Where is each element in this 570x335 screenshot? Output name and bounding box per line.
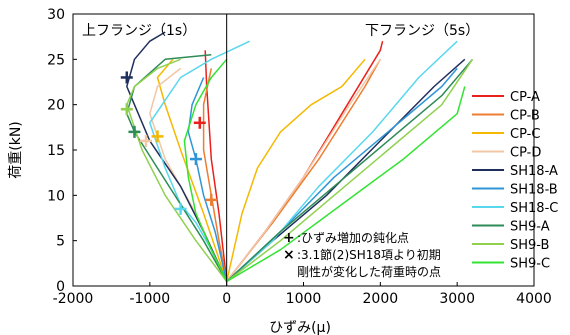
legend-item-sh18-c: SH18-C [472,201,558,216]
legend-item-sh9-a: SH9-A [472,220,550,235]
legend-label: SH9-B [510,238,549,253]
y-axis-label: 荷重(kN) [8,121,24,179]
y-tick-label: 25 [47,52,65,68]
x-tick-label: 3000 [439,291,475,307]
axes [72,13,535,287]
legend-item-cp-c: CP-C [472,127,540,142]
y-tick-label: 10 [47,188,65,204]
x-axis-label: ひずみ(μ) [269,320,331,335]
x-tick-label: 2000 [363,291,399,307]
y-tick-label: 30 [47,7,65,23]
legend-label: CP-C [510,127,540,142]
series-lines [126,31,474,283]
annotation-text: 剛性が変化した荷重時の点 [297,264,441,279]
annotation-text: :3.1節(2)SH18項より初期 [297,247,441,262]
annotation-marker: × [283,247,295,263]
y-tick-label: 0 [56,279,65,295]
y-tick-label: 20 [47,98,65,114]
annotation-box: +:ひずみ増加の鈍化点×:3.1節(2)SH18項より初期剛性が変化した荷重時の… [283,230,441,279]
region-label-top-flange: 上フランジ（1s） [82,23,196,39]
legend-label: SH9-C [510,257,550,272]
legend-label: CP-D [510,146,541,161]
series-line-sh18-c-bottom [226,40,458,283]
legend-item-sh9-c: SH9-C [472,257,550,272]
series-line-cp-b-top [202,68,228,282]
legend-item-cp-a: CP-A [472,90,540,105]
series-line-cp-c-top [156,58,228,282]
region-label-bottom-flange: 下フランジ（5s） [365,23,479,39]
legend-item-cp-d: CP-D [472,146,541,161]
series-line-sh9-c-bottom [226,86,466,283]
x-tick-label: 0 [222,291,231,307]
series-line-sh9-a-bottom [226,58,474,283]
legend-item-cp-b: CP-B [472,109,540,124]
legend-label: CP-B [510,109,540,124]
series-line-cp-c-bottom [225,58,366,282]
marker-sh18-b [189,153,202,166]
legend-item-sh18-b: SH18-B [472,183,558,198]
legend: CP-A CP-B CP-C CP-D SH18-A SH18-B SH18-C SH9-A S… [472,90,558,272]
x-tick-label: 1000 [286,291,322,307]
tick-labels: -2000 -1000 0 1000 2000 3000 4000 0 5 10 15 20 25 30 [47,7,552,307]
legend-item-sh18-a: SH18-A [472,164,558,179]
legend-label: SH9-A [510,220,550,235]
annotation-text: :ひずみ増加の鈍化点 [297,230,409,245]
x-tick-label: -2000 [53,291,94,307]
marker-sh18-c [174,202,187,215]
series-line-cp-a-top [204,50,228,282]
series-line-sh18-c-top [149,40,251,282]
legend-label: SH18-B [510,183,558,198]
series-line-cp-d-bottom [226,58,381,282]
y-tick-label: 5 [56,234,65,250]
marker-cp-a [193,116,206,129]
x-tick-label: -1000 [129,291,170,307]
legend-label: SH18-C [510,201,558,216]
marker-cp-d [139,134,152,147]
series-markers [120,71,218,215]
marker-cp-b [205,193,218,206]
annotation-marker: + [283,230,295,246]
marker-sh9-b [120,103,133,116]
x-tick-label: 4000 [516,291,552,307]
legend-label: SH18-A [510,164,558,179]
series-line-sh9-c-top [183,58,228,282]
y-tick-label: 15 [47,143,65,159]
marker-cp-c [151,130,164,143]
legend-label: CP-A [510,90,540,105]
series-line-sh9-b-bottom [226,58,474,283]
marker-sh9-a [128,125,141,138]
legend-item-sh9-b: SH9-B [472,238,549,253]
marker-sh18-a [120,71,133,84]
